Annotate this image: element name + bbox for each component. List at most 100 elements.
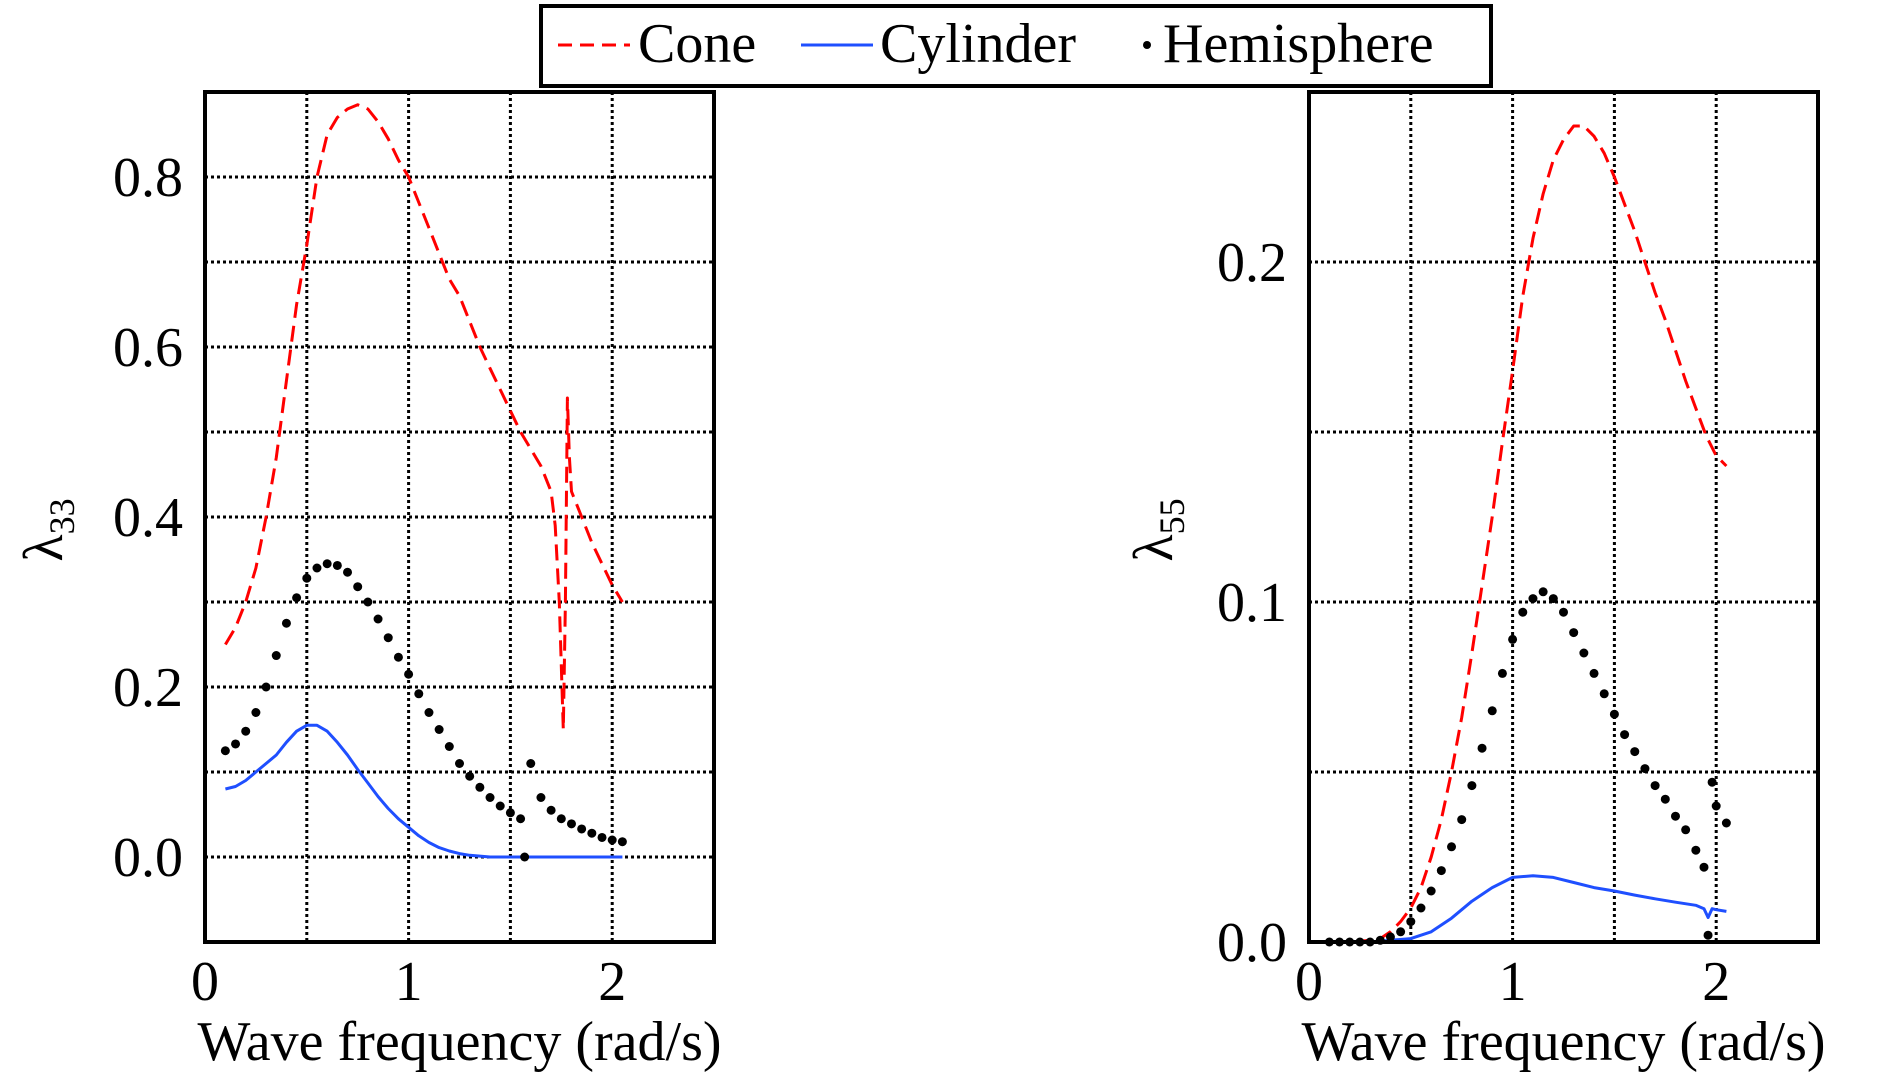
hemisphere-point: [1620, 730, 1630, 740]
hemisphere-point: [414, 689, 424, 699]
cone-line: [224, 103, 624, 731]
y-axis-label: λ55: [1123, 498, 1192, 561]
tick-labels: 0 1 2 0.0 0.1 0.2: [1217, 232, 1730, 1013]
y-tick-label: 0.6: [113, 317, 183, 379]
grid: [205, 92, 714, 942]
svg-text:λ55: λ55: [1123, 498, 1192, 561]
hemisphere-point: [546, 805, 556, 815]
hemisphere-point: [1721, 818, 1731, 828]
hemisphere-point: [566, 819, 576, 829]
x-tick-label: 1: [1499, 951, 1527, 1013]
x-tick-label: 0: [1295, 951, 1323, 1013]
x-axis-label: Wave frequency (rad/s): [1301, 1011, 1825, 1073]
y-tick-label: 0.0: [1217, 912, 1287, 974]
hemisphere-point: [373, 614, 383, 624]
y-tick-label: 0.1: [1217, 572, 1287, 634]
y-axis-label: λ33: [13, 498, 82, 561]
hemisphere-point: [455, 759, 464, 768]
hemisphere-point: [424, 708, 434, 717]
hemisphere-point: [353, 582, 363, 592]
hemisphere-point: [281, 618, 291, 628]
hemisphere-point: [495, 801, 505, 811]
y-tick-label: 0.4: [113, 487, 183, 549]
hemisphere-point: [1396, 927, 1406, 937]
x-tick-label: 1: [395, 951, 423, 1013]
hemisphere-point: [251, 708, 261, 717]
hemisphere-point: [1609, 709, 1619, 719]
y-axis-subscript: 33: [42, 498, 82, 534]
hemisphere-point: [1447, 842, 1457, 852]
legend-frame: [539, 4, 1493, 88]
hemisphere-point: [556, 814, 566, 824]
hemisphere-point: [1691, 845, 1701, 855]
x-tick-label: 2: [1702, 951, 1730, 1013]
cylinder-line: [225, 723, 623, 859]
hemisphere-point: [1559, 607, 1568, 617]
hemisphere-point: [302, 573, 312, 583]
hemisphere-point: [1703, 930, 1713, 940]
x-axis-label: Wave frequency (rad/s): [197, 1011, 721, 1073]
legend-cylinder-label: Cylinder: [880, 13, 1076, 75]
hemisphere-point: [1467, 781, 1477, 791]
hemisphere-point: [475, 782, 485, 792]
hemisphere-point: [505, 808, 515, 818]
hemisphere-point: [271, 651, 281, 661]
hemisphere-point: [1406, 917, 1416, 927]
hemisphere-point: [261, 682, 271, 692]
hemisphere-point: [1538, 587, 1548, 597]
hemisphere-point: [526, 759, 536, 768]
plot-frame: [1307, 90, 1820, 944]
y-tick-label: 0.2: [113, 657, 183, 719]
hemisphere-point: [1681, 825, 1691, 835]
hemisphere-point: [1569, 628, 1579, 638]
hemisphere-point: [1707, 777, 1717, 787]
hemisphere-point: [1436, 866, 1446, 876]
hemisphere-point: [292, 593, 302, 603]
hemisphere-point: [1670, 811, 1680, 821]
hemisphere-point: [1660, 794, 1670, 804]
hemisphere-point: [444, 742, 454, 751]
y-tick-label: 0.2: [1217, 232, 1287, 294]
legend-cone-label: Cone: [638, 13, 756, 75]
hemisphere-point: [1579, 648, 1589, 658]
hemisphere-point: [577, 824, 587, 834]
hemisphere-point: [1630, 747, 1640, 757]
hemisphere-point: [1548, 594, 1558, 604]
y-axis-symbol: λ: [1123, 534, 1185, 561]
hemisphere-point: [393, 652, 403, 662]
panel-lambda33: 0 1 2 0.0 0.2 0.4 0.6 0.8 Wave frequency (rad/s…: [13, 90, 722, 1073]
hemisphere-point: [465, 771, 475, 781]
legend: Cone Cylinder Hemisphere: [539, 4, 1493, 88]
hemisphere-point: [363, 597, 373, 607]
cone-line: [1329, 124, 1728, 944]
hemisphere-point: [617, 837, 627, 847]
hemisphere-point: [485, 793, 495, 802]
hemisphere-point: [322, 559, 332, 569]
hemisphere-point: [383, 633, 393, 643]
legend-hemisphere-swatch: [1143, 41, 1151, 49]
legend-hemisphere-label: Hemisphere: [1163, 13, 1434, 75]
hemisphere-point: [1528, 594, 1538, 604]
hemisphere-point: [536, 793, 546, 802]
hemisphere-point: [1426, 886, 1436, 896]
plot-frame: [203, 90, 716, 944]
hemisphere-point: [1477, 743, 1487, 753]
hemisphere-point: [1699, 862, 1709, 872]
hemisphere-point: [1457, 815, 1467, 825]
hemisphere-point: [1599, 689, 1609, 699]
hemisphere-point: [1385, 932, 1395, 942]
hemisphere-point: [332, 560, 342, 570]
hemisphere-point: [1711, 801, 1721, 811]
tick-labels: 0 1 2 0.0 0.2 0.4 0.6 0.8: [113, 147, 626, 1013]
hemisphere-point: [404, 669, 414, 679]
hemisphere-point: [231, 739, 241, 749]
x-tick-label: 0: [191, 951, 219, 1013]
hemisphere-point: [1589, 668, 1599, 678]
hemisphere-point: [220, 746, 230, 756]
hemisphere-point: [516, 814, 526, 824]
hemisphere-point: [520, 852, 530, 862]
hemisphere-point: [597, 832, 607, 842]
hemisphere-point: [607, 835, 617, 845]
series-layer: [1324, 124, 1731, 947]
